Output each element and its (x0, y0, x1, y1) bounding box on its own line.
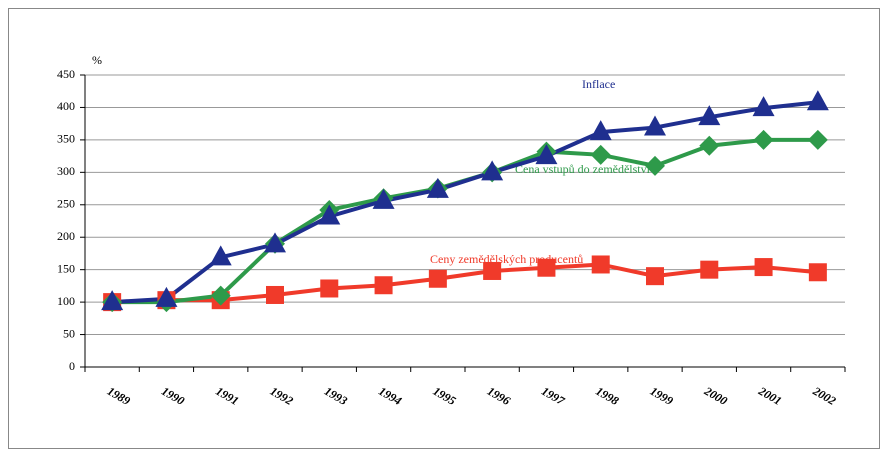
marker (644, 115, 666, 136)
marker (808, 263, 827, 282)
frame (8, 8, 880, 449)
y-tick-label: 150 (57, 261, 75, 275)
marker (699, 135, 720, 156)
y-tick-label: 400 (57, 99, 75, 113)
x-tick-label: 1994 (376, 384, 404, 408)
marker (807, 129, 828, 150)
series-label: Inflace (582, 77, 615, 91)
marker (266, 285, 284, 304)
marker (372, 188, 395, 209)
x-tick-label: 1992 (268, 384, 296, 408)
series-label: Ceny zemědělských producentů (430, 252, 583, 266)
marker (591, 255, 610, 274)
x-tick-label: 1990 (159, 384, 187, 408)
y-tick-label: 350 (57, 132, 75, 146)
marker (537, 258, 556, 277)
y-unit: % (92, 53, 102, 67)
marker (700, 260, 719, 279)
x-tick-label: 1996 (485, 384, 513, 408)
x-tick-label: 1989 (105, 384, 133, 408)
marker (209, 245, 232, 266)
y-tick-label: 200 (57, 229, 75, 243)
y-tick-label: 0 (69, 359, 75, 373)
marker (535, 144, 558, 165)
marker (264, 232, 286, 253)
y-tick-label: 450 (57, 67, 75, 81)
x-tick-label: 2001 (755, 383, 784, 408)
x-tick-label: 2002 (810, 383, 839, 408)
series-line (112, 100, 819, 305)
x-tick-label: 2000 (701, 383, 730, 408)
marker (481, 160, 504, 181)
marker (210, 285, 231, 306)
marker (426, 177, 449, 198)
marker (589, 120, 612, 141)
y-tick-label: 50 (63, 326, 75, 340)
x-tick-label: 1999 (648, 384, 676, 408)
marker (428, 269, 447, 288)
marker (590, 144, 611, 165)
marker (483, 261, 502, 280)
x-tick-label: 1993 (322, 384, 350, 408)
marker (753, 129, 774, 150)
series-line (112, 262, 819, 305)
x-tick-label: 1997 (539, 384, 568, 409)
y-tick-label: 300 (57, 164, 75, 178)
marker (645, 155, 665, 176)
marker (320, 279, 339, 298)
marker (646, 267, 664, 286)
y-tick-label: 100 (57, 294, 75, 308)
marker (698, 105, 721, 126)
marker (101, 290, 124, 311)
marker (752, 96, 775, 117)
marker (155, 286, 178, 307)
marker (374, 276, 393, 295)
x-tick-label: 1995 (431, 384, 459, 408)
marker (754, 258, 773, 277)
y-tick-label: 250 (57, 197, 75, 211)
marker (318, 204, 341, 225)
x-tick-label: 1998 (593, 384, 621, 408)
marker (806, 90, 829, 111)
series-label: Cena vstupů do zemědělství (515, 162, 651, 176)
x-tick-label: 1991 (213, 384, 241, 408)
